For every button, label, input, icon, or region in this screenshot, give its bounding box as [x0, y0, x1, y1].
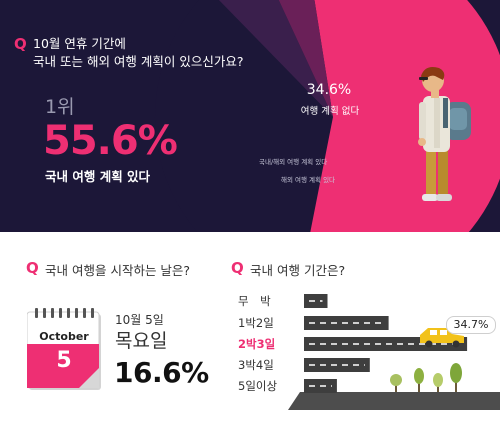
pie-slice-no-plan	[155, 0, 333, 232]
start-date-pct: 16.6%	[114, 356, 209, 389]
duration-section-title: 국내 여행 기간은?	[250, 263, 346, 278]
dur-label-4: 5일이상	[238, 379, 278, 393]
question-line-1: 10월 연휴 기간에	[33, 36, 126, 51]
calendar-month: October	[39, 330, 89, 343]
dur-label-0: 무 박	[238, 294, 271, 308]
no-plan-label: 여행 계획 없다	[300, 106, 360, 117]
main-label: 국내 여행 계획 있다	[45, 169, 151, 184]
no-plan-pct: 34.6%	[306, 82, 352, 98]
calendar-day: 5	[56, 348, 72, 373]
pie-slice-domestic	[310, 0, 500, 232]
pie-slice-abroad	[278, 0, 333, 117]
question-q-mark: Q	[14, 35, 27, 53]
pie-slice-both	[218, 0, 333, 117]
traveler-icon	[418, 67, 471, 201]
tree-icon	[390, 363, 462, 392]
abroad-plan-label: 해외 여행 계획 있다	[281, 176, 336, 184]
duration-top-badge: 34.7%	[446, 316, 496, 334]
start-date-label: 10월 5일	[115, 313, 164, 327]
dur-label-3: 3박4일	[238, 358, 274, 372]
duration-bar-0	[304, 294, 328, 308]
travel-plan-panel: Q 10월 연휴 기간에 국내 또는 해외 여행 계획이 있으신가요? 1위 5…	[0, 0, 500, 232]
question-line-2: 국내 또는 해외 여행 계획이 있으신가요?	[33, 54, 244, 69]
travel-plan-pie-chart	[155, 0, 500, 232]
dur-label-2: 2박3일	[238, 337, 276, 351]
date-section-title: 국내 여행을 시작하는 날은?	[45, 263, 191, 278]
start-weekday-label: 목요일	[115, 330, 168, 352]
dur-label-1: 1박2일	[238, 316, 274, 330]
rank-label: 1위	[45, 96, 75, 118]
main-percentage: 55.6%	[43, 118, 178, 164]
car-icon	[420, 328, 464, 348]
calendar-icon	[27, 308, 101, 390]
duration-q-mark: Q	[231, 259, 244, 277]
date-q-mark: Q	[26, 259, 39, 277]
both-plan-label: 국내/해외 여행 계획 있다	[259, 158, 328, 166]
